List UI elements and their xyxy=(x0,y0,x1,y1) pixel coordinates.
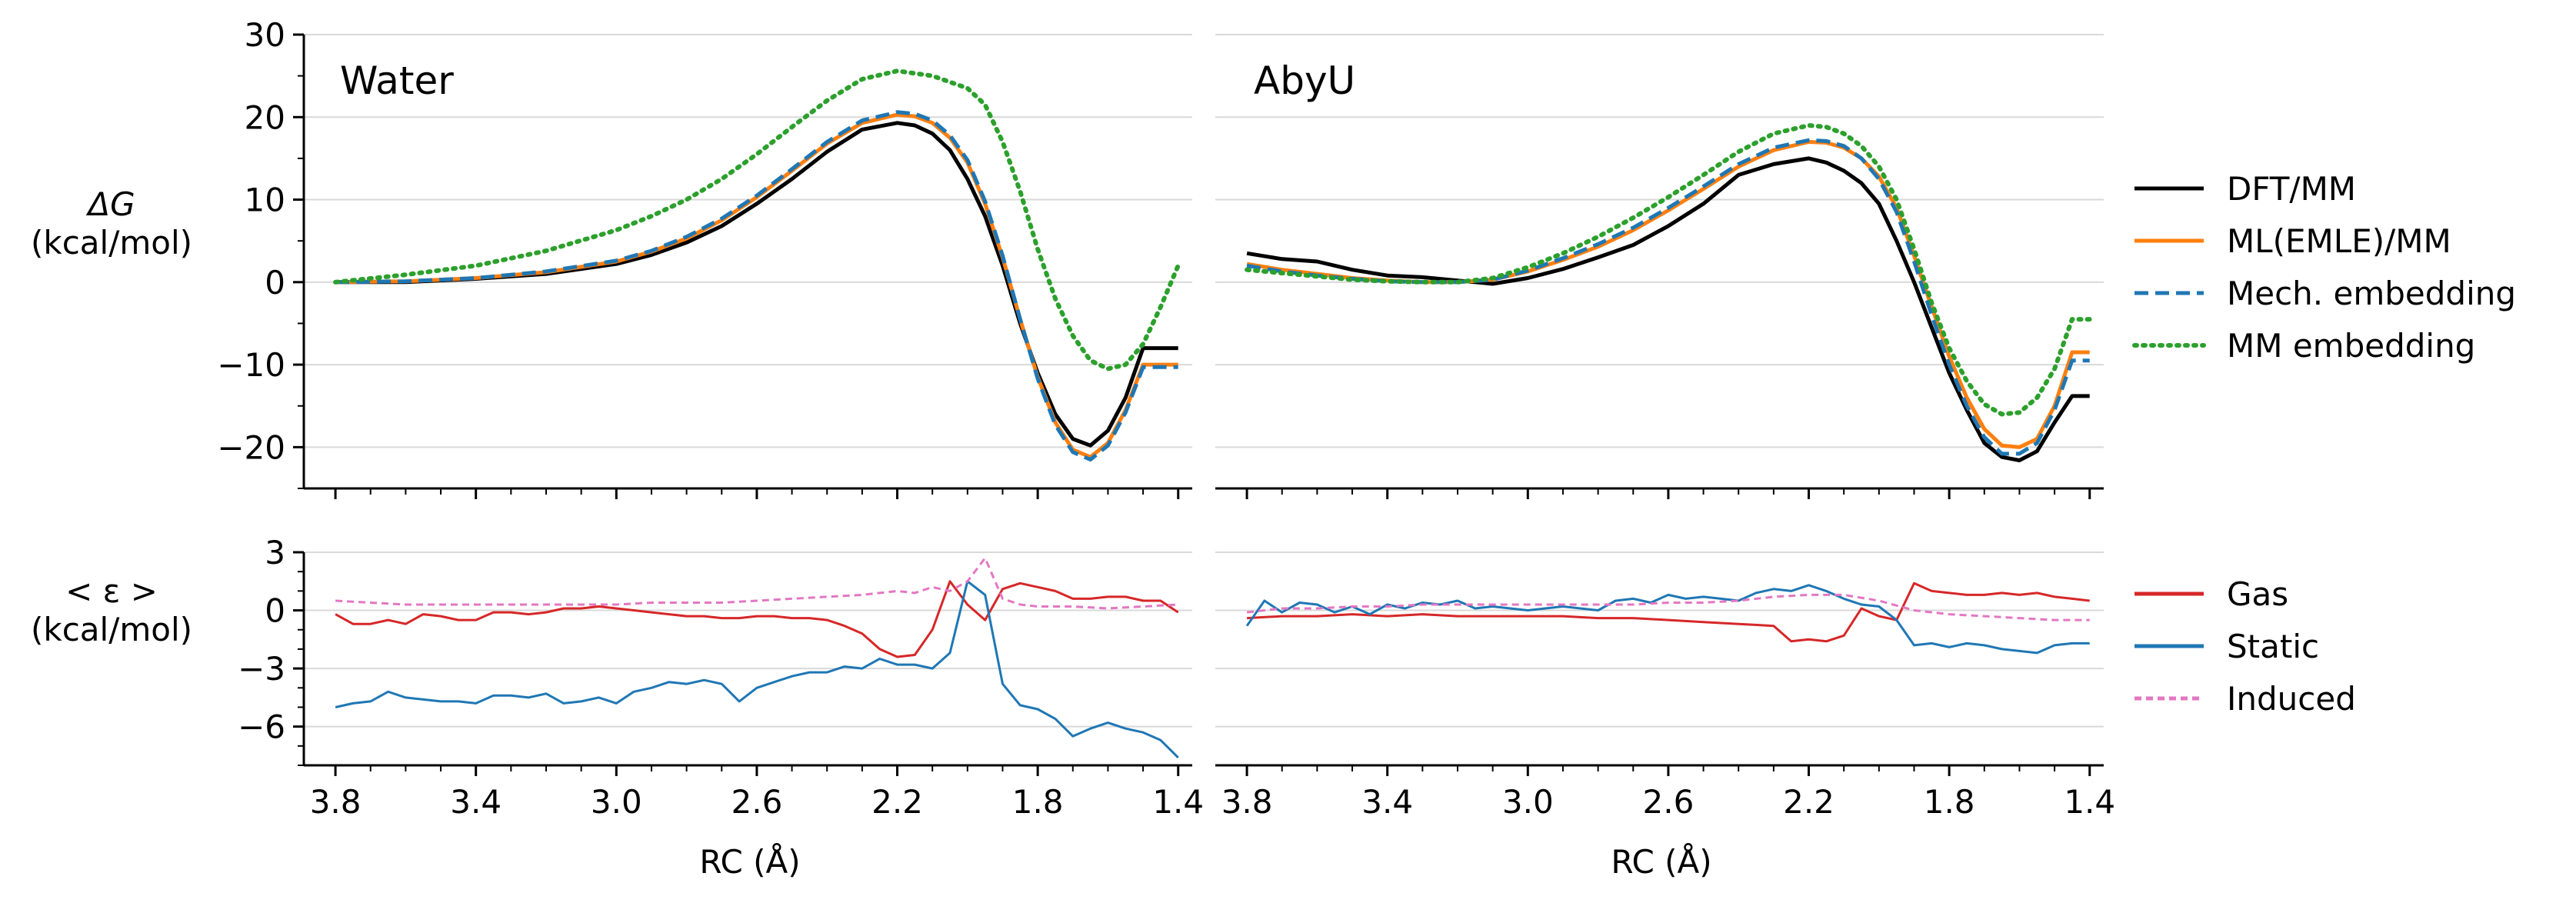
xlabel-right: RC (Å) xyxy=(1611,842,1711,881)
bottom-ylabel-symbol: < ε > xyxy=(65,572,158,610)
y-tick-label: −20 xyxy=(217,428,285,466)
series-line-induced xyxy=(1246,593,2090,621)
top-ylabel-unit: (kcal/mol) xyxy=(31,224,192,262)
x-tick-label: 3.0 xyxy=(591,783,642,821)
x-tick-label: 1.8 xyxy=(1924,783,1975,821)
series-line-static xyxy=(1245,584,2090,655)
y-tick-label: 30 xyxy=(245,16,285,54)
x-tick-label: 1.4 xyxy=(1152,783,1204,821)
y-tick-label: −3 xyxy=(238,650,285,688)
y-tick-label: 0 xyxy=(265,264,285,302)
x-tick-label: 2.2 xyxy=(871,783,923,821)
series-line-induced xyxy=(335,557,1178,610)
xlabel-left: RC (Å) xyxy=(699,842,800,881)
x-tick-label: 2.2 xyxy=(1783,783,1835,821)
legend-label: DFT/MM xyxy=(2227,170,2356,208)
panel-top-right xyxy=(1215,34,2104,499)
x-tick-label: 2.6 xyxy=(1643,783,1695,821)
panel-bottom-left: −6 −3 0 3 3.8 3.4 3.0 2.6 2.2 1.8 1.4 xyxy=(238,534,1204,821)
legend-label: MM embedding xyxy=(2227,327,2475,365)
legend-label: Static xyxy=(2227,628,2319,665)
panel-bottom-right: 3.8 3.4 3.0 2.6 2.2 1.8 1.4 xyxy=(1215,551,2115,821)
y-tick-label: −6 xyxy=(238,708,285,746)
x-tick-label: 3.4 xyxy=(450,783,502,821)
x-tick-label: 1.4 xyxy=(2064,783,2115,821)
bottom-ylabel-unit: (kcal/mol) xyxy=(31,611,192,648)
legend-top: DFT/MM ML(EMLE)/MM Mech. embedding MM embed… xyxy=(2132,170,2516,365)
series-line-mm-embedding xyxy=(1245,123,2092,417)
y-tick-label: 0 xyxy=(265,592,285,630)
series-line-mm-embedding xyxy=(333,68,1181,372)
x-tick-label: 3.8 xyxy=(1221,783,1273,821)
panel-title-water: Water xyxy=(340,58,454,103)
series-line-ml-emle-mm xyxy=(335,112,1178,459)
panel-title-abyu: AbyU xyxy=(1254,58,1355,103)
y-tick-label: 20 xyxy=(245,98,285,136)
legend-label: Mech. embedding xyxy=(2227,275,2516,312)
x-tick-label: 2.6 xyxy=(731,783,783,821)
series-line-dft-mm xyxy=(1246,156,2090,462)
y-tick-label: −10 xyxy=(217,346,285,384)
y-tick-label: 10 xyxy=(245,182,285,219)
top-ylabel-symbol: ΔG xyxy=(85,185,135,223)
x-tick-label: 3.0 xyxy=(1502,783,1554,821)
x-tick-label: 3.8 xyxy=(310,783,362,821)
series-line-dft-mm xyxy=(335,121,1178,448)
legend-label: ML(EMLE)/MM xyxy=(2227,222,2451,260)
panel-top-left: −20 −10 0 10 20 30 xyxy=(217,16,1192,499)
series-line-gas xyxy=(1247,581,2090,643)
x-tick-label: 3.4 xyxy=(1361,783,1413,821)
series-line-gas xyxy=(335,580,1179,658)
y-tick-label: 3 xyxy=(265,534,285,571)
legend-label: Gas xyxy=(2227,575,2288,613)
series-line-static xyxy=(335,580,1179,758)
x-tick-label: 1.8 xyxy=(1012,783,1064,821)
legend-bottom: Gas Static Induced xyxy=(2134,575,2356,718)
legend-label: Induced xyxy=(2227,680,2356,718)
